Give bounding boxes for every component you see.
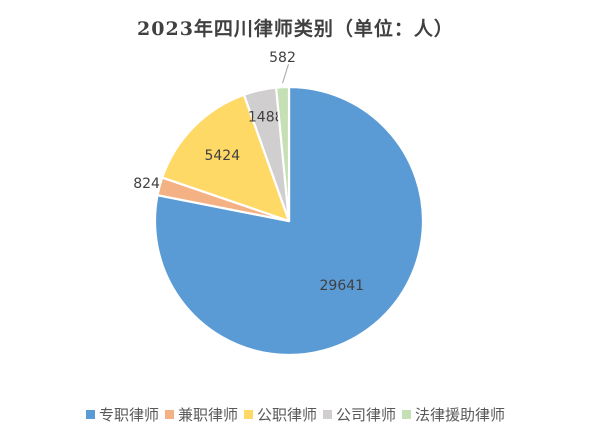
legend-item-full-time: 专职律师 <box>85 404 159 425</box>
legend-item-legal-aid: 法律援助律师 <box>402 404 505 425</box>
leader-line-legal-aid <box>282 64 289 84</box>
legend-label-legal-aid: 法律援助律师 <box>415 406 506 424</box>
legend-item-corporate: 公司律师 <box>323 404 396 425</box>
legend-swatch-corporate <box>323 410 332 419</box>
legend-label-corporate: 公司律师 <box>336 406 397 424</box>
data-label-corporate: 1488 <box>248 109 284 125</box>
data-label-public: 5424 <box>204 148 240 164</box>
pie-chart: 29641 824 5424 1488 582 <box>133 50 425 357</box>
pie-slice-public <box>161 93 291 223</box>
legend-item-part-time: 兼职律师 <box>164 404 238 425</box>
legend-swatch-legal-aid <box>402 410 412 419</box>
legend-swatch-full-time <box>85 410 95 419</box>
data-label-part-time: 824 <box>133 176 160 192</box>
legend-label-full-time: 专职律师 <box>98 406 159 424</box>
pie-slice-legal-aid <box>275 85 291 223</box>
legend: 专职律师 兼职律师 公职律师 公司律师 法律援助律师 <box>0 404 591 425</box>
data-label-legal-aid: 582 <box>269 50 296 66</box>
legend-label-public: 公职律师 <box>256 406 317 424</box>
chart-title: 2023年四川律师类别（单位：人） <box>137 18 454 40</box>
legend-swatch-public <box>243 410 253 419</box>
legend-item-public: 公职律师 <box>243 404 317 425</box>
data-label-full-time: 29641 <box>320 278 365 294</box>
legend-label-part-time: 兼职律师 <box>177 406 238 424</box>
legend-swatch-part-time <box>164 410 174 419</box>
